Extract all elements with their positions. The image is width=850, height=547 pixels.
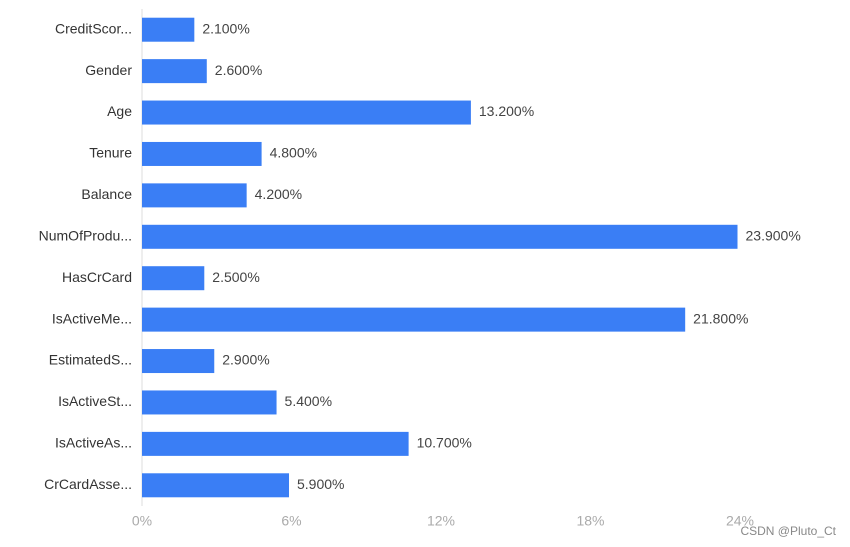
x-tick-label: 12% bbox=[427, 513, 455, 529]
bar bbox=[142, 266, 205, 291]
value-label: 2.100% bbox=[202, 20, 249, 36]
y-tick-label: IsActiveMe... bbox=[52, 310, 132, 326]
y-tick-label: Age bbox=[107, 103, 132, 119]
y-tick-label: EstimatedS... bbox=[49, 352, 132, 368]
y-tick-label: Tenure bbox=[89, 145, 132, 161]
value-label: 21.800% bbox=[693, 310, 748, 326]
x-tick-label: 6% bbox=[281, 513, 301, 529]
y-tick-label: Gender bbox=[85, 62, 132, 78]
x-tick-label: 0% bbox=[132, 513, 152, 529]
y-tick-label: IsActiveSt... bbox=[58, 393, 132, 409]
value-label: 4.800% bbox=[270, 145, 317, 161]
y-tick-label: Balance bbox=[81, 186, 132, 202]
bar bbox=[142, 473, 290, 498]
bar bbox=[142, 224, 738, 249]
value-label: 13.200% bbox=[479, 103, 534, 119]
bar bbox=[142, 390, 277, 415]
bar bbox=[142, 59, 207, 84]
bar bbox=[142, 141, 262, 166]
value-label: 4.200% bbox=[255, 186, 302, 202]
value-label: 5.400% bbox=[285, 393, 332, 409]
bar bbox=[142, 17, 195, 42]
value-label: 2.500% bbox=[212, 269, 259, 285]
value-label: 23.900% bbox=[746, 227, 801, 243]
y-tick-label: NumOfProdu... bbox=[39, 227, 132, 243]
y-tick-label: HasCrCard bbox=[62, 269, 132, 285]
value-label: 10.700% bbox=[417, 435, 472, 451]
value-label: 2.900% bbox=[222, 352, 269, 368]
x-tick-label: 18% bbox=[576, 513, 604, 529]
bar bbox=[142, 431, 409, 456]
bar bbox=[142, 307, 686, 332]
y-tick-label: IsActiveAs... bbox=[55, 435, 132, 451]
y-tick-label: CrCardAsse... bbox=[44, 476, 132, 492]
bar bbox=[142, 183, 247, 208]
x-tick-label: 24% bbox=[726, 513, 754, 529]
value-label: 2.600% bbox=[215, 62, 262, 78]
bar bbox=[142, 100, 471, 125]
value-label: 5.900% bbox=[297, 476, 344, 492]
bar bbox=[142, 349, 215, 374]
y-tick-label: CreditScor... bbox=[55, 20, 132, 36]
watermark: CSDN @Pluto_Ct bbox=[740, 524, 836, 538]
